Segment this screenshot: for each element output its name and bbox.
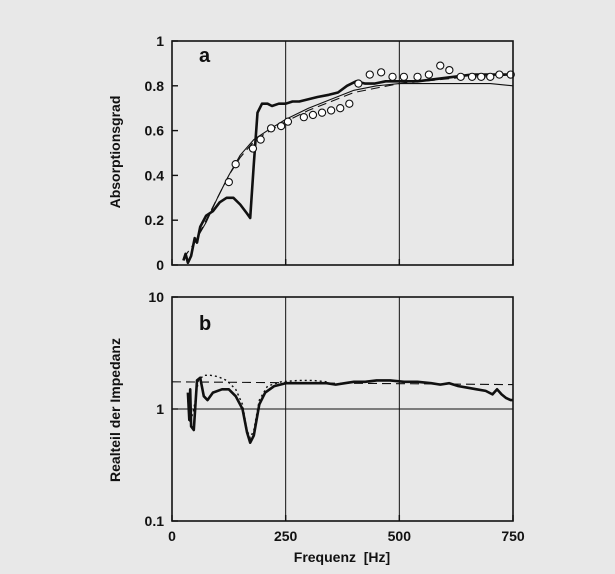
data-point-circle: [436, 61, 445, 70]
y-tick-label: 0.6: [145, 123, 165, 139]
data-point-circle: [495, 70, 504, 79]
data-point-circle: [231, 160, 240, 169]
data-point-circle: [365, 70, 374, 79]
y-tick-label: 0.8: [145, 78, 165, 94]
data-point-circle: [399, 72, 409, 81]
y-tick-label: 0: [156, 257, 164, 273]
data-point-circle: [336, 104, 345, 113]
data-point-circle: [477, 72, 486, 81]
data-point-circle: [317, 108, 327, 117]
panel-a-series: [182, 61, 515, 265]
panel-a-absorption-chart: Absorptionsgrad a 0 0.2 0.4 0.6 0.8 1: [107, 33, 515, 273]
data-point-circle: [413, 72, 422, 81]
panel-b-impedance-chart: Realteil der Impedanz b 0.1 1 10 0 250 500 750…: [107, 289, 525, 565]
data-point-circle: [256, 135, 265, 144]
data-point-circle: [248, 144, 258, 153]
data-point-circle: [276, 121, 286, 131]
x-axis-title: Frequenz [Hz]: [294, 549, 390, 565]
data-point-circle: [224, 177, 233, 187]
dotted-line-series: [187, 374, 327, 440]
data-point-circle: [467, 72, 477, 81]
panel-a-grid: [285, 41, 400, 265]
data-point-circle: [486, 72, 495, 81]
data-point-circle: [345, 99, 354, 108]
data-point-circle: [308, 110, 318, 120]
dashed-line-series: [182, 74, 514, 259]
panel-b-plot-frame: [171, 296, 514, 522]
panel-b-label: b: [199, 313, 211, 335]
data-point-circle: [326, 106, 336, 115]
x-tick-label: 0: [168, 528, 176, 544]
y-tick-label: 1: [156, 33, 164, 49]
panel-b-grid: [172, 297, 513, 521]
data-point-circle: [354, 79, 363, 88]
y-tick-label: 10: [148, 289, 164, 305]
panel-a-label: a: [199, 45, 211, 67]
panel-b-y-axis-title: Realteil der Impedanz: [107, 338, 123, 482]
data-point-circle: [445, 65, 454, 75]
dashed-line-series: [171, 381, 514, 386]
y-tick-label: 0.2: [145, 212, 165, 228]
data-point-circle: [456, 72, 465, 81]
data-point-circle: [376, 68, 386, 77]
panel-a-plot-frame: [171, 40, 514, 266]
y-tick-label: 1: [156, 401, 164, 417]
data-point-circle: [283, 117, 293, 126]
data-point-circle: [266, 124, 276, 133]
panel-b-series: [171, 374, 514, 444]
data-point-circle: [388, 72, 397, 81]
y-tick-label: 0.4: [145, 167, 165, 183]
x-tick-label: 750: [501, 528, 525, 544]
thick-solid-line-series: [182, 73, 513, 265]
x-tick-label: 250: [274, 528, 298, 544]
data-point-circle: [299, 113, 309, 122]
data-point-circle: [424, 70, 434, 79]
x-tick-label: 500: [388, 528, 412, 544]
panel-b-ticks: 0.1 1 10 0 250 500 750: [145, 289, 525, 544]
panel-a-ticks: 0 0.2 0.4 0.6 0.8 1: [145, 33, 514, 273]
y-tick-label: 0.1: [145, 513, 165, 529]
panel-a-y-axis-title: Absorptionsgrad: [107, 96, 123, 209]
